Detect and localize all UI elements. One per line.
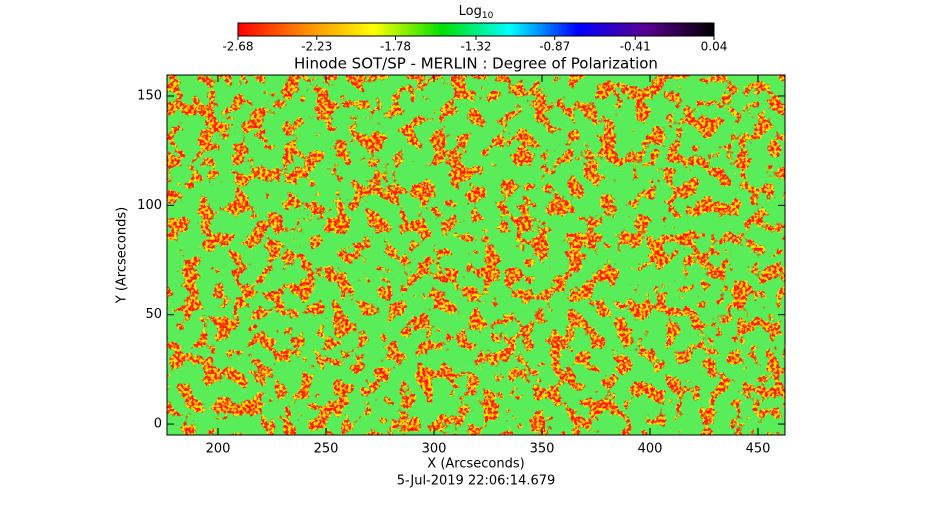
colorbar-tick-label: -1.32 — [460, 40, 491, 54]
x-tick-label: 400 — [638, 442, 663, 457]
colorbar-title: Log10 — [459, 4, 494, 21]
image — [167, 75, 785, 435]
x-tick-label: 450 — [746, 442, 771, 457]
plot-frame — [166, 74, 786, 436]
footer-date: 5-Jul-2019 22:06:14.679 — [397, 474, 556, 489]
colorbar-tick-label: -2.68 — [222, 40, 253, 54]
colorbar — [237, 22, 715, 37]
x-tick-label: 250 — [314, 442, 339, 457]
x-axis-label: X (Arcseconds) — [427, 457, 524, 472]
colorbar-tick-label: -1.78 — [380, 40, 411, 54]
image-texture — [167, 75, 785, 435]
x-tick-label: 200 — [206, 442, 231, 457]
x-tick-label: 350 — [530, 442, 555, 457]
chart-title: Hinode SOT/SP - MERLIN : Degree of Polar… — [294, 55, 658, 73]
y-tick-label: 50 — [145, 307, 162, 322]
y-tick-label: 100 — [137, 198, 162, 213]
y-tick-label: 0 — [154, 417, 162, 432]
y-tick-label: 150 — [137, 88, 162, 103]
colorbar-title-sub: 10 — [482, 11, 494, 21]
colorbar-tick-label: -0.41 — [620, 40, 651, 54]
y-axis-label: Y (Arcseconds) — [115, 207, 130, 304]
colorbar-title-main: Log — [459, 4, 482, 19]
colorbar-tick-label: -2.23 — [301, 40, 332, 54]
colorbar-tick-label: 0.04 — [701, 40, 728, 54]
x-tick-label: 300 — [422, 442, 447, 457]
colorbar-tick-label: -0.87 — [539, 40, 570, 54]
